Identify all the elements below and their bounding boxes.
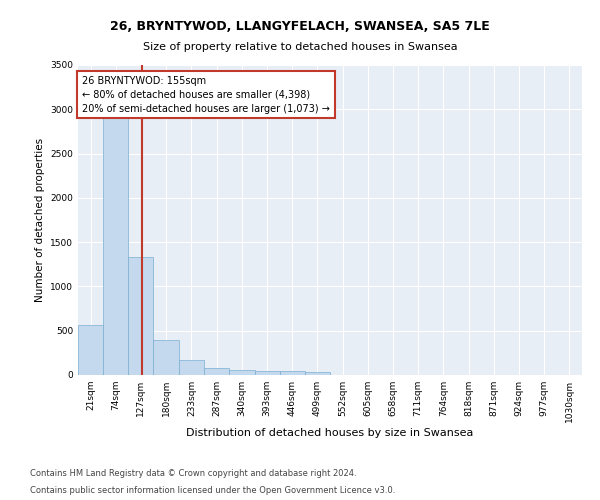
Text: Contains public sector information licensed under the Open Government Licence v3: Contains public sector information licen…	[30, 486, 395, 495]
Bar	[280, 372, 305, 375]
Bar	[254, 371, 280, 375]
X-axis label: Distribution of detached houses by size in Swansea: Distribution of detached houses by size …	[187, 428, 473, 438]
Text: 26, BRYNTYWOD, LLANGYFELACH, SWANSEA, SA5 7LE: 26, BRYNTYWOD, LLANGYFELACH, SWANSEA, SA…	[110, 20, 490, 33]
Bar	[103, 116, 128, 375]
Text: 26 BRYNTYWOD: 155sqm
← 80% of detached houses are smaller (4,398)
20% of semi-de: 26 BRYNTYWOD: 155sqm ← 80% of detached h…	[82, 76, 330, 114]
Bar	[204, 368, 229, 375]
Bar	[128, 257, 154, 375]
Bar	[229, 370, 254, 375]
Bar	[305, 372, 330, 375]
Bar	[154, 340, 179, 375]
Bar	[78, 326, 103, 375]
Y-axis label: Number of detached properties: Number of detached properties	[35, 138, 44, 302]
Bar	[179, 360, 204, 375]
Text: Size of property relative to detached houses in Swansea: Size of property relative to detached ho…	[143, 42, 457, 52]
Text: Contains HM Land Registry data © Crown copyright and database right 2024.: Contains HM Land Registry data © Crown c…	[30, 468, 356, 477]
